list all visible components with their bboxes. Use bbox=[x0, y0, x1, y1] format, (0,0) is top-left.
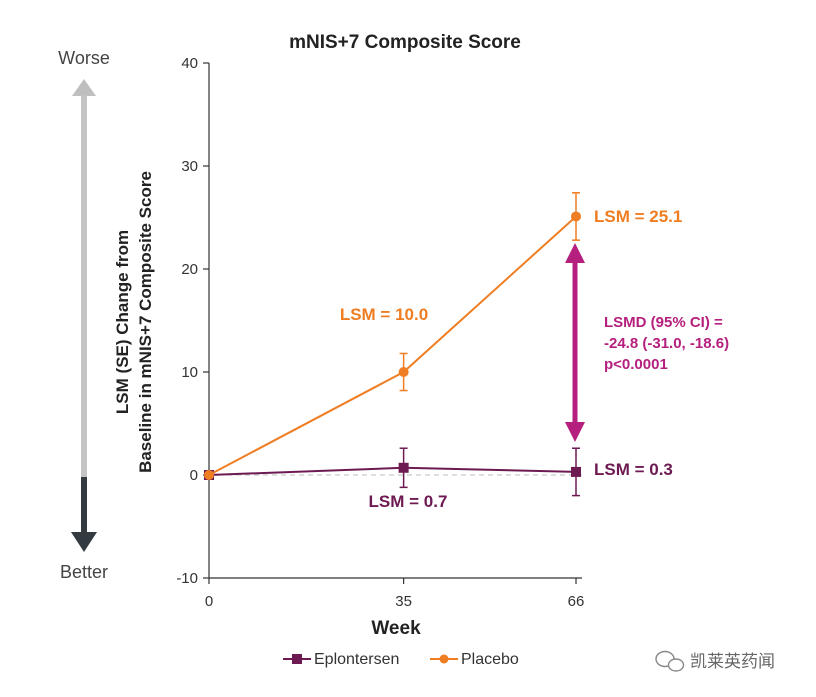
y-axis-label-line2: Baseline in mNIS+7 Composite Score bbox=[136, 171, 155, 473]
placebo-35-annotation: LSM = 10.0 bbox=[340, 305, 428, 324]
lsmd-line1: LSMD (95% CI) = bbox=[604, 314, 723, 331]
watermark: 凯莱英药闻 bbox=[655, 650, 775, 672]
lsmd-line3: p<0.0001 bbox=[604, 356, 668, 373]
y-tick-label: 30 bbox=[181, 158, 198, 175]
legend-item-eplontersen: Eplontersen bbox=[283, 651, 399, 668]
legend-placebo-label: Placebo bbox=[461, 651, 519, 668]
placebo-point bbox=[571, 211, 581, 222]
eplontersen-line bbox=[208, 466, 577, 476]
y-axis-label-line1: LSM (SE) Change from bbox=[113, 230, 132, 414]
wechat-icon bbox=[655, 650, 685, 672]
eplontersen-66-annotation: LSM = 0.3 bbox=[594, 460, 673, 479]
series-placebo bbox=[204, 192, 581, 480]
y-tick-label: 40 bbox=[181, 55, 198, 72]
worse-arrow-shaft bbox=[81, 95, 87, 477]
eplontersen-point bbox=[571, 466, 581, 477]
placebo-line bbox=[208, 215, 577, 476]
better-arrow-shaft bbox=[81, 477, 87, 535]
placebo-point bbox=[398, 367, 409, 377]
lsmd-line2: -24.8 (-31.0, -18.6) bbox=[604, 335, 729, 352]
y-tick-label: -10 bbox=[176, 570, 198, 587]
legend-placebo-marker bbox=[439, 654, 449, 664]
placebo-66-annotation: LSM = 25.1 bbox=[594, 207, 682, 226]
x-axis-label: Week bbox=[371, 618, 421, 639]
y-tick-label: 10 bbox=[181, 364, 198, 381]
y-tick-label: 0 bbox=[190, 467, 198, 484]
x-ticks: 0 35 66 bbox=[205, 578, 585, 610]
chart-title: mNIS+7 Composite Score bbox=[289, 32, 521, 53]
legend: Eplontersen Placebo bbox=[283, 651, 519, 668]
placebo-point bbox=[204, 470, 214, 480]
y-ticks: -10 0 10 20 30 40 bbox=[176, 55, 209, 587]
series-eplontersen bbox=[204, 447, 581, 497]
legend-eplontersen-label: Eplontersen bbox=[314, 651, 399, 668]
better-arrow-head bbox=[71, 532, 97, 552]
x-tick-label: 66 bbox=[568, 593, 585, 610]
series-layer bbox=[204, 192, 581, 497]
watermark-text: 凯莱英药闻 bbox=[690, 652, 775, 671]
x-tick-label: 0 bbox=[205, 593, 213, 610]
eplontersen-35-annotation: LSM = 0.7 bbox=[369, 492, 448, 511]
y-tick-label: 20 bbox=[181, 261, 198, 278]
worse-better-arrow bbox=[71, 79, 97, 552]
eplontersen-point bbox=[398, 462, 409, 473]
legend-item-placebo: Placebo bbox=[430, 651, 519, 668]
worse-arrow-head bbox=[72, 79, 96, 96]
x-tick-label: 35 bbox=[395, 593, 412, 610]
better-label: Better bbox=[60, 562, 108, 582]
legend-eplontersen-marker bbox=[292, 654, 302, 664]
worse-label: Worse bbox=[58, 48, 110, 68]
